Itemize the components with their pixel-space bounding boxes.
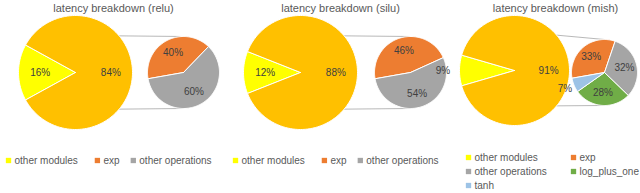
svg-text:latency breakdown (relu): latency breakdown (relu) [53, 2, 173, 14]
svg-text:other operations: other operations [366, 155, 438, 166]
svg-text:exp: exp [330, 155, 347, 166]
svg-text:32%: 32% [614, 62, 634, 73]
svg-text:28%: 28% [593, 87, 613, 98]
svg-text:12%: 12% [255, 67, 275, 78]
svg-text:exp: exp [103, 155, 120, 166]
svg-text:91%: 91% [539, 65, 559, 76]
svg-text:54%: 54% [407, 88, 427, 99]
svg-text:40%: 40% [163, 47, 183, 58]
svg-text:60%: 60% [184, 86, 204, 97]
svg-text:exp: exp [580, 152, 597, 163]
svg-text:other operations: other operations [475, 166, 547, 177]
svg-text:33%: 33% [581, 51, 601, 62]
svg-text:9%: 9% [436, 65, 451, 76]
svg-text:16%: 16% [30, 67, 50, 78]
svg-text:46%: 46% [394, 45, 414, 56]
svg-text:tanh: tanh [475, 180, 494, 191]
svg-text:latency breakdown (mish): latency breakdown (mish) [493, 2, 618, 14]
svg-text:other modules: other modules [15, 155, 78, 166]
svg-text:7%: 7% [558, 83, 573, 94]
svg-text:latency breakdown (silu): latency breakdown (silu) [281, 2, 400, 14]
svg-text:other modules: other modules [475, 152, 538, 163]
svg-text:88%: 88% [326, 67, 346, 78]
svg-text:other operations: other operations [139, 155, 211, 166]
svg-text:84%: 84% [101, 67, 121, 78]
svg-text:log_plus_one: log_plus_one [580, 166, 640, 177]
svg-text:other modules: other modules [242, 155, 305, 166]
